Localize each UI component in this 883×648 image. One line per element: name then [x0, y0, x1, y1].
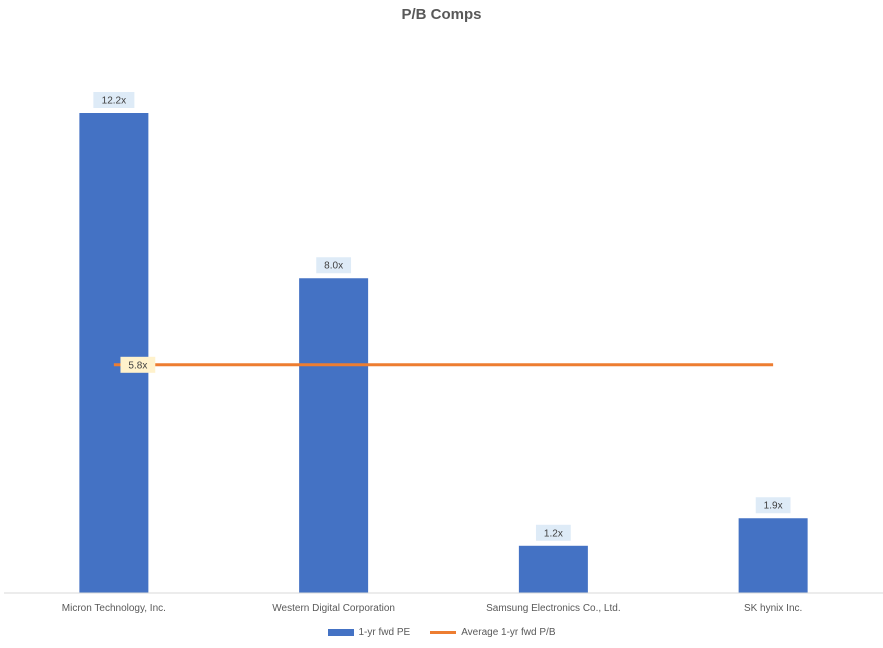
legend-item-bars: 1-yr fwd PE	[327, 627, 411, 638]
bar-data-label-3-bg	[535, 524, 571, 541]
bar-data-label-3: 1.2x	[544, 528, 563, 539]
x-tick-label-1: Micron Technology, Inc.	[62, 603, 166, 614]
x-tick-label-4: SK hynix Inc.	[744, 603, 802, 614]
chart-legend: 1-yr fwd PE Average 1-yr fwd P/B	[0, 627, 883, 638]
bar-3	[518, 545, 588, 593]
bar-data-label-4: 1.9x	[764, 501, 783, 512]
x-tick-label-3: Samsung Electronics Co., Ltd.	[486, 603, 621, 614]
legend-swatch-average-line	[430, 631, 457, 634]
legend-label-bars: 1-yr fwd PE	[358, 627, 411, 638]
bar-2	[299, 278, 369, 593]
legend-label-average-line: Average 1-yr fwd P/B	[461, 627, 556, 638]
bar-4	[738, 518, 808, 593]
bar-data-label-2-bg	[316, 257, 352, 274]
average-line-data-label: 5.8x	[128, 360, 147, 371]
bar-data-label-4-bg	[755, 497, 791, 514]
chart-title: P/B Comps	[401, 6, 482, 23]
legend-swatch-bars	[327, 629, 354, 636]
bar-data-label-1: 12.2x	[102, 96, 126, 107]
bar-data-label-2: 8.0x	[324, 261, 343, 272]
x-tick-label-2: Western Digital Corporation	[272, 603, 395, 614]
legend-item-average-line: Average 1-yr fwd P/B	[430, 627, 556, 638]
bar-1	[79, 113, 149, 593]
average-line-data-label-bg	[120, 356, 156, 373]
bar-data-label-1-bg	[93, 92, 135, 108]
